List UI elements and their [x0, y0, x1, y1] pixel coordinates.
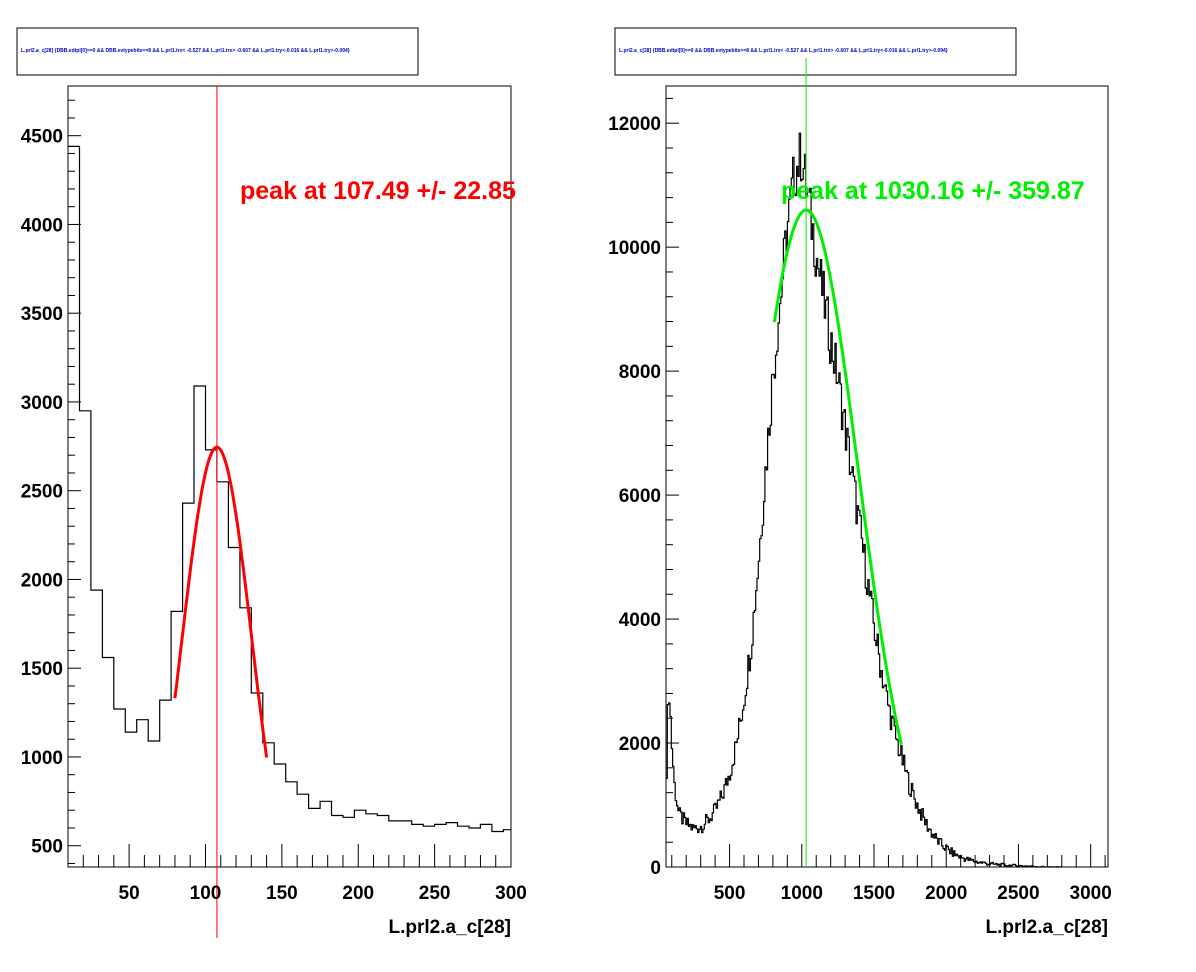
- left-fit-curve: [173, 445, 269, 758]
- x-tick-label: 150: [266, 883, 298, 904]
- right-title: L.prl2.a_c[28] {DBB.edtpl[0]==0 && DBB.e…: [619, 48, 948, 54]
- left-histogram-panel: L.prl2.a_c[28] {DBB.edtpl[0]==0 && DBB.e…: [16, 27, 527, 938]
- right-x-axis-label: L.prl2.a_c[28]: [986, 917, 1109, 938]
- gaussian-fit-curve: [772, 208, 903, 746]
- gaussian-fit-curve: [173, 445, 269, 758]
- histogram-step: [68, 145, 511, 833]
- y-tick-label: 8000: [619, 362, 661, 383]
- left-title: L.prl2.a_c[28] {DBB.edtpl[0]==0 && DBB.e…: [21, 48, 350, 54]
- left-tick-labels: 500 1000 1500 2000 2500 3000 3500 4000 4500 50 100…: [21, 127, 527, 904]
- left-title-box: [16, 27, 419, 76]
- right-peak-annotation: peak at 1030.16 +/- 359.87: [781, 177, 1085, 205]
- right-plot-frame: [665, 85, 1109, 868]
- y-tick-label: 3500: [21, 304, 63, 325]
- left-plot-frame: [67, 85, 512, 868]
- left-histogram-bars: [68, 145, 511, 833]
- y-tick-label: 6000: [619, 486, 661, 507]
- x-tick-label: 1000: [781, 883, 823, 904]
- right-fit-curve: [772, 208, 903, 746]
- x-tick-label: 2500: [997, 883, 1039, 904]
- x-tick-label: 3000: [1070, 883, 1112, 904]
- y-tick-label: 1000: [21, 748, 63, 769]
- y-tick-label: 2000: [21, 570, 63, 591]
- y-tick-label: 10000: [608, 238, 661, 259]
- x-tick-label: 250: [419, 883, 451, 904]
- y-tick-label: 0: [650, 858, 661, 879]
- left-peak-annotation: peak at 107.49 +/- 22.85: [240, 177, 516, 205]
- right-histogram-panel: L.prl2.a_c[28] {DBB.edtpl[0]==0 && DBB.e…: [608, 27, 1112, 938]
- y-tick-label: 4000: [21, 215, 63, 236]
- y-tick-label: 3000: [21, 393, 63, 414]
- right-histogram-bars: [666, 132, 1062, 868]
- x-tick-label: 100: [190, 883, 222, 904]
- y-tick-label: 2000: [619, 734, 661, 755]
- right-title-box: [614, 27, 1017, 76]
- right-tick-labels: 0 2000 4000 6000 8000 10000 12000 500 1000 1500 20…: [608, 114, 1112, 904]
- x-tick-label: 1500: [853, 883, 895, 904]
- left-x-axis-label: L.prl2.a_c[28]: [389, 917, 512, 938]
- y-tick-label: 1500: [21, 659, 63, 680]
- x-tick-label: 50: [119, 883, 140, 904]
- y-tick-label: 2500: [21, 482, 63, 503]
- left-axes: [67, 99, 512, 867]
- y-tick-label: 4500: [21, 127, 63, 148]
- x-tick-label: 2000: [925, 883, 967, 904]
- histogram-step: [666, 132, 1062, 868]
- right-axes: [666, 97, 1106, 868]
- y-tick-label: 4000: [619, 610, 661, 631]
- y-tick-label: 500: [31, 837, 63, 858]
- x-tick-label: 200: [342, 883, 374, 904]
- y-tick-label: 12000: [608, 114, 661, 135]
- x-tick-label: 300: [495, 883, 527, 904]
- x-tick-label: 500: [714, 883, 746, 904]
